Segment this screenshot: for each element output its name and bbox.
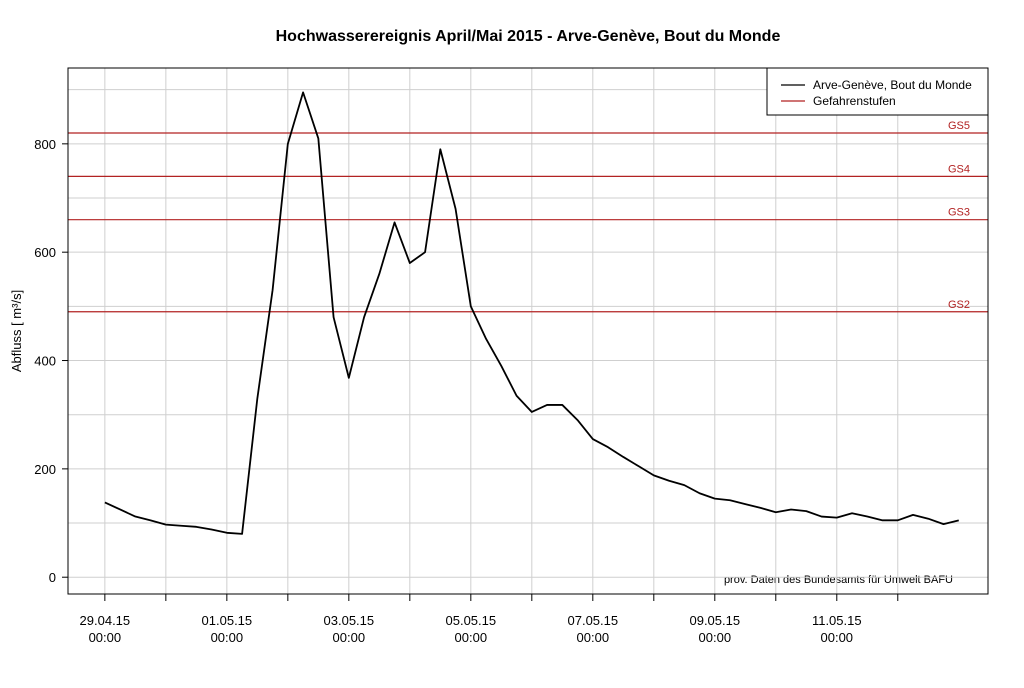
threshold-label: GS3 (948, 207, 970, 219)
chart-title: Hochwasserereignis April/Mai 2015 - Arve… (276, 28, 781, 45)
x-tick-label: 01.05.15 00:00 (202, 613, 253, 645)
y-tick-label: 600 (34, 245, 56, 260)
grid (68, 68, 988, 594)
annotation: prov. Daten des Bundesamts für Umwelt BA… (724, 574, 953, 586)
plot-frame (67, 67, 989, 595)
legend-label: Arve-Genève, Bout du Monde (813, 78, 972, 92)
x-tick-label: 29.04.15 00:00 (80, 613, 131, 645)
data-line (104, 91, 959, 535)
x-tick-label: 03.05.15 00:00 (324, 613, 375, 645)
y-axis-label: Abfluss [ m³/s] (9, 290, 24, 372)
threshold-label: GS5 (948, 120, 970, 132)
x-tick-label: 05.05.15 00:00 (446, 613, 497, 645)
y-tick-label: 200 (34, 462, 56, 477)
y-tick-label: 0 (49, 570, 56, 585)
y-tick-label: 800 (34, 137, 56, 152)
x-tick-label: 11.05.15 00:00 (812, 613, 862, 645)
x-tick-label: 09.05.15 00:00 (689, 613, 740, 645)
legend-box (766, 67, 989, 116)
threshold-label: GS4 (948, 163, 970, 175)
threshold-label: GS2 (948, 299, 970, 311)
y-tick-label: 400 (34, 354, 56, 369)
legend-label: Gefahrenstufen (813, 94, 896, 108)
x-tick-label: 07.05.15 00:00 (568, 613, 619, 645)
